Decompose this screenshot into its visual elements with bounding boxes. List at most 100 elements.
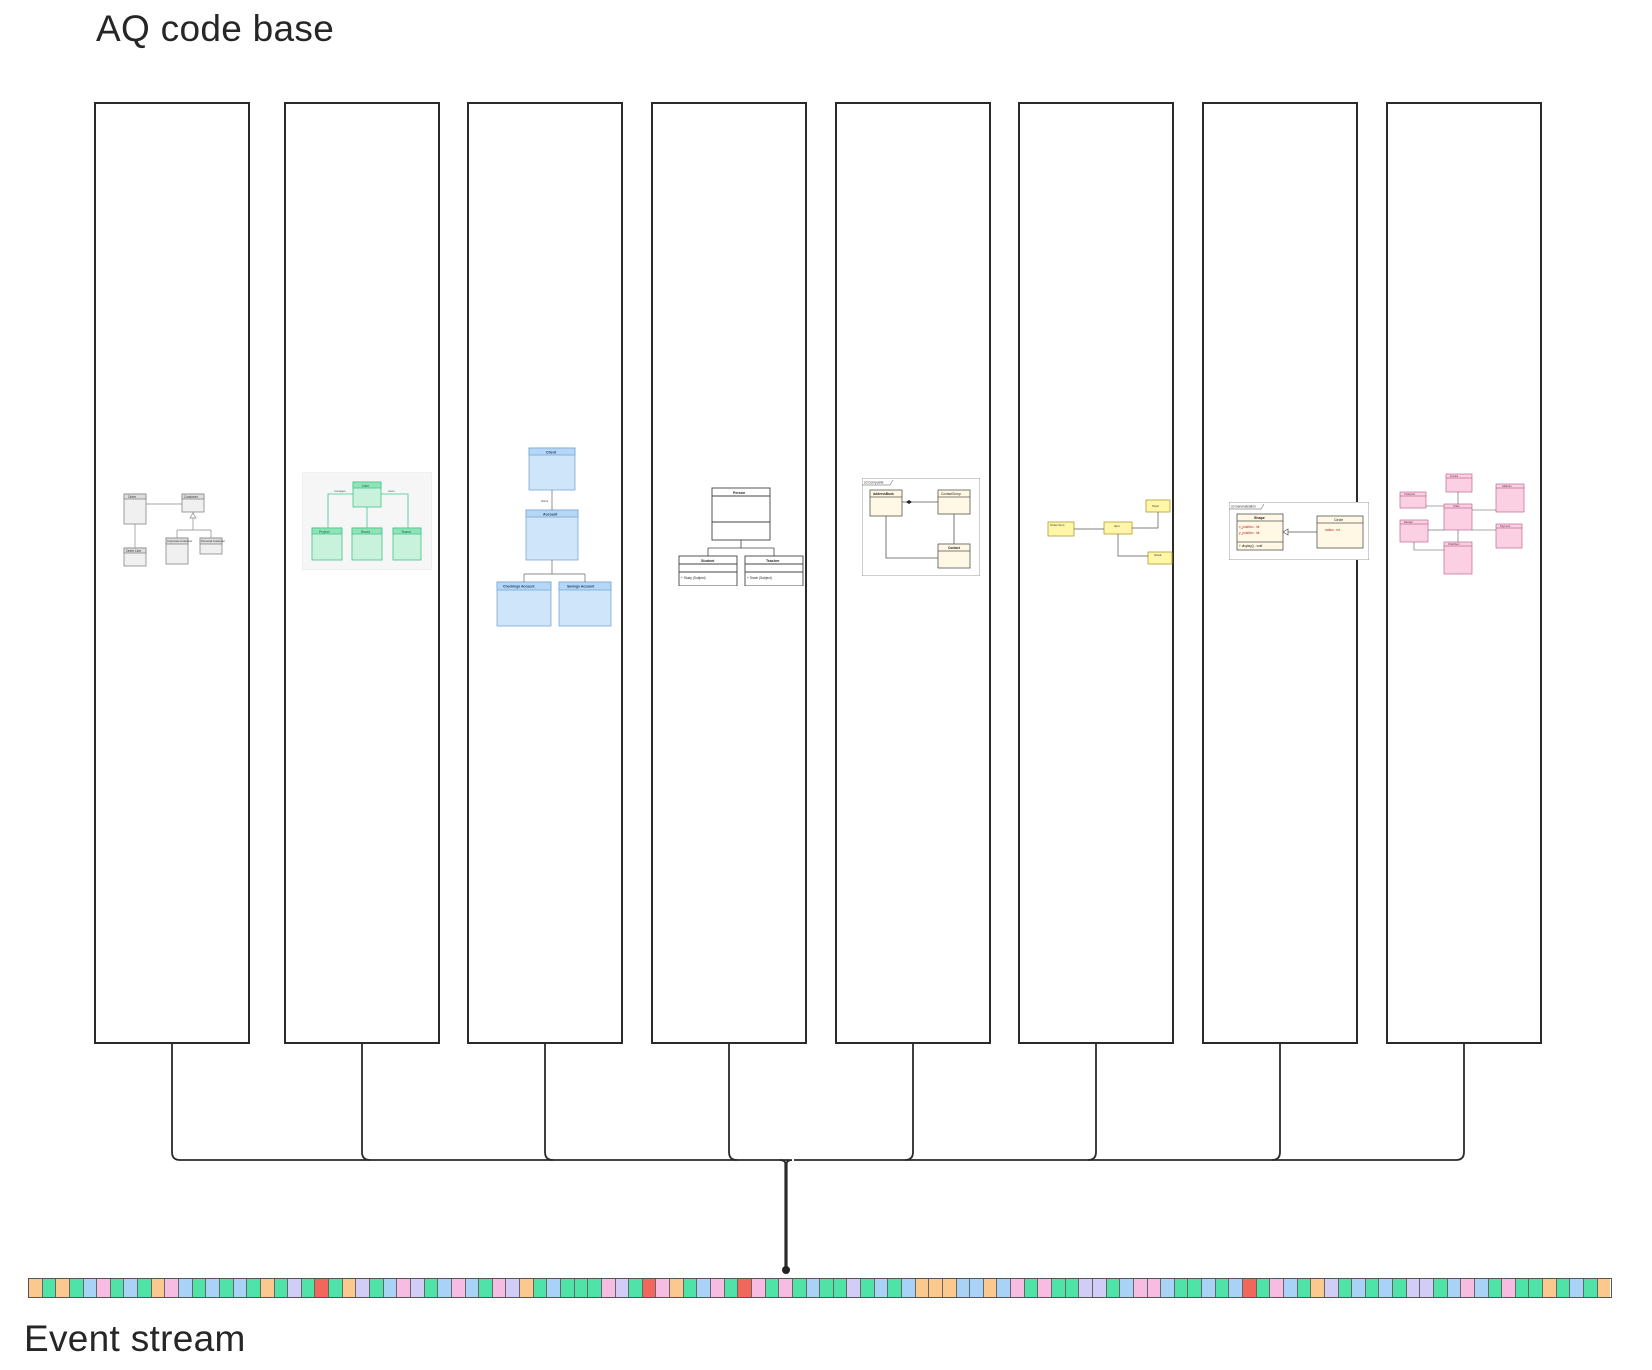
event-cell[interactable] [165,1279,180,1297]
event-cell[interactable] [983,1279,998,1297]
event-cell[interactable] [615,1279,630,1297]
uml-thumbnail-composite[interactable]: cd Composite AddressBook ContactGroup Co… [862,478,980,576]
event-cell[interactable] [56,1279,70,1297]
event-cell[interactable] [342,1279,357,1297]
event-cell[interactable] [642,1279,657,1297]
uml-thumbnail-client-account[interactable]: Client Account Checkings Account Savings… [493,446,613,628]
event-cell[interactable] [315,1279,330,1297]
uml-thumbnail-person[interactable]: Person Student Teacher + Study (Subject)… [677,486,807,586]
event-cell[interactable] [915,1279,930,1297]
event-cell[interactable] [1202,1279,1216,1297]
event-cell[interactable] [1584,1279,1598,1297]
event-cell[interactable] [765,1279,780,1297]
event-cell[interactable] [1011,1279,1025,1297]
event-cell[interactable] [738,1279,752,1297]
event-cell[interactable] [383,1279,398,1297]
event-cell[interactable] [956,1279,971,1297]
event-cell[interactable] [1092,1279,1107,1297]
event-cell[interactable] [820,1279,834,1297]
event-cell[interactable] [329,1279,343,1297]
event-cell[interactable] [751,1279,766,1297]
event-cell[interactable] [1256,1279,1271,1297]
event-cell[interactable] [1474,1279,1489,1297]
uml-thumbnail-generalization[interactable]: cd Generalization Shape Circle x_positio… [1229,502,1369,560]
event-cell[interactable] [629,1279,643,1297]
event-cell[interactable] [192,1279,207,1297]
event-cell[interactable] [424,1279,439,1297]
event-cell[interactable] [1406,1279,1421,1297]
uml-thumbnail-order-items[interactable]: Topic Order Item Item Stock [1046,494,1176,566]
event-cell[interactable] [1338,1279,1353,1297]
event-cell[interactable] [888,1279,902,1297]
event-cell[interactable] [1106,1279,1121,1297]
event-cell[interactable] [206,1279,220,1297]
event-cell[interactable] [29,1279,43,1297]
event-cell[interactable] [656,1279,671,1297]
event-cell[interactable] [124,1279,139,1297]
event-cell[interactable] [1502,1279,1516,1297]
event-cell[interactable] [847,1279,862,1297]
event-cell[interactable] [138,1279,152,1297]
event-cell[interactable] [1570,1279,1585,1297]
event-stream-bar[interactable] [28,1278,1612,1298]
event-cell[interactable] [1433,1279,1448,1297]
event-cell[interactable] [247,1279,261,1297]
event-cell[interactable] [1174,1279,1189,1297]
event-cell[interactable] [179,1279,193,1297]
event-cell[interactable] [465,1279,480,1297]
uml-thumbnail-order-customer[interactable]: Order Customer Order Line Corporate Cust… [118,490,228,570]
event-cell[interactable] [1543,1279,1557,1297]
event-cell[interactable] [1379,1279,1394,1297]
event-cell[interactable] [1488,1279,1503,1297]
event-cell[interactable] [1597,1279,1611,1297]
event-cell[interactable] [1229,1279,1244,1297]
event-cell[interactable] [97,1279,111,1297]
event-cell[interactable] [438,1279,452,1297]
event-cell[interactable] [397,1279,411,1297]
uml-column-1[interactable] [94,102,250,1044]
event-cell[interactable] [42,1279,57,1297]
event-cell[interactable] [697,1279,712,1297]
event-cell[interactable] [670,1279,684,1297]
event-cell[interactable] [110,1279,125,1297]
event-cell[interactable] [1365,1279,1380,1297]
event-cell[interactable] [260,1279,275,1297]
uml-thumbnail-user-project[interactable]: User Project Board Teams manages owns [302,472,432,570]
event-cell[interactable] [506,1279,521,1297]
event-cell[interactable] [1311,1279,1325,1297]
event-cell[interactable] [274,1279,289,1297]
event-cell[interactable] [1461,1279,1475,1297]
event-cell[interactable] [301,1279,316,1297]
event-cell[interactable] [1515,1279,1530,1297]
event-cell[interactable] [83,1279,98,1297]
uml-column-7[interactable] [1202,102,1358,1044]
event-cell[interactable] [1529,1279,1544,1297]
event-cell[interactable] [929,1279,943,1297]
event-cell[interactable] [601,1279,616,1297]
event-cell[interactable] [233,1279,248,1297]
event-cell[interactable] [683,1279,698,1297]
event-cell[interactable] [833,1279,848,1297]
uml-column-3[interactable] [467,102,623,1044]
event-cell[interactable] [151,1279,166,1297]
event-cell[interactable] [356,1279,371,1297]
event-cell[interactable] [1133,1279,1148,1297]
uml-column-2[interactable] [284,102,440,1044]
event-cell[interactable] [1079,1279,1093,1297]
event-cell[interactable] [861,1279,875,1297]
event-cell[interactable] [69,1279,84,1297]
event-cell[interactable] [1188,1279,1203,1297]
event-cell[interactable] [1447,1279,1462,1297]
event-cell[interactable] [219,1279,234,1297]
uml-thumbnail-invoice[interactable]: Invoice Order Address Customer Receipt O… [1398,472,1526,576]
event-cell[interactable] [942,1279,957,1297]
event-cell[interactable] [560,1279,575,1297]
event-cell[interactable] [1215,1279,1230,1297]
event-cell[interactable] [1243,1279,1257,1297]
event-cell[interactable] [1420,1279,1434,1297]
event-cell[interactable] [792,1279,807,1297]
uml-column-6[interactable] [1018,102,1174,1044]
event-cell[interactable] [520,1279,534,1297]
event-cell[interactable] [1161,1279,1175,1297]
event-cell[interactable] [479,1279,493,1297]
